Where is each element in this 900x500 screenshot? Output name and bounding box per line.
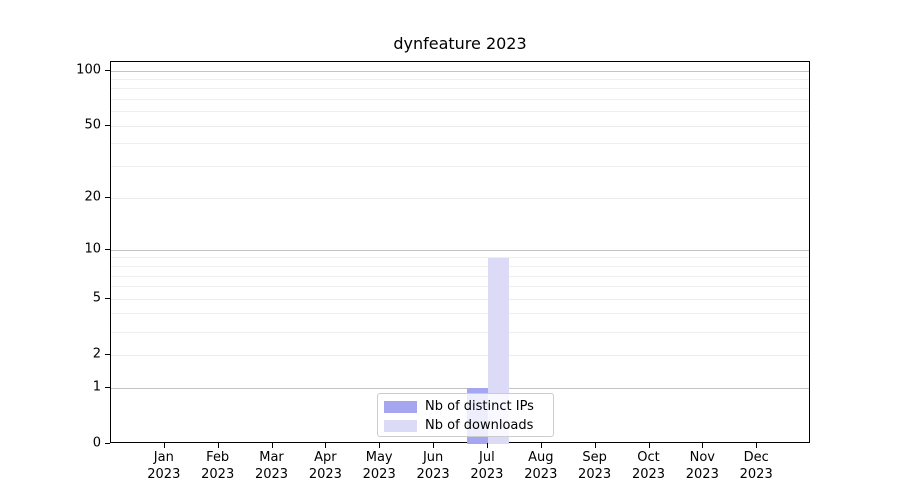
y-tick-label-50: 50 bbox=[84, 117, 101, 133]
y-tick-mark bbox=[105, 248, 110, 250]
gridline-y-8 bbox=[111, 266, 809, 267]
gridline-y-6 bbox=[111, 286, 809, 288]
gridline-y-9 bbox=[111, 257, 809, 259]
x-tick-label-aug: Aug 2023 bbox=[524, 450, 558, 482]
x-tick-mark bbox=[271, 443, 273, 448]
gridline-y-5 bbox=[111, 298, 809, 300]
x-tick-mark bbox=[648, 443, 650, 448]
y-tick-label-0: 0 bbox=[92, 435, 101, 451]
x-tick-label-nov: Nov 2023 bbox=[685, 450, 719, 482]
gridline-y-3 bbox=[111, 331, 809, 333]
x-tick-mark bbox=[756, 443, 758, 448]
gridline-y-4 bbox=[111, 313, 809, 315]
legend: Nb of distinct IPs Nb of downloads bbox=[377, 393, 554, 437]
y-tick-label-20: 20 bbox=[84, 189, 101, 205]
x-tick-label-oct: Oct 2023 bbox=[631, 450, 666, 482]
gridline-y-70 bbox=[111, 99, 809, 101]
y-tick-mark bbox=[105, 124, 110, 126]
gridline-y-100 bbox=[111, 70, 809, 72]
y-tick-label-10: 10 bbox=[84, 241, 101, 257]
x-tick-mark bbox=[702, 443, 704, 448]
x-tick-label-jul: Jul 2023 bbox=[470, 450, 504, 482]
x-tick-label-jun: Jun 2023 bbox=[416, 450, 450, 482]
gridline-y-90 bbox=[111, 79, 809, 80]
legend-swatch-nb-of-downloads bbox=[384, 419, 417, 432]
x-tick-mark bbox=[163, 443, 165, 448]
chart-title: dynfeature 2023 bbox=[393, 34, 527, 53]
gridline-y-20 bbox=[111, 197, 809, 199]
x-tick-mark bbox=[540, 443, 542, 448]
gridline-y-60 bbox=[111, 111, 809, 113]
x-tick-mark bbox=[594, 443, 596, 448]
x-tick-mark bbox=[217, 443, 219, 448]
y-tick-label-5: 5 bbox=[92, 290, 101, 306]
y-tick-mark bbox=[105, 69, 110, 71]
legend-label: Nb of downloads bbox=[425, 418, 534, 433]
x-tick-label-mar: Mar 2023 bbox=[254, 450, 289, 482]
x-tick-label-feb: Feb 2023 bbox=[201, 450, 235, 482]
gridline-y-30 bbox=[111, 166, 809, 167]
gridline-y-10 bbox=[111, 249, 809, 251]
legend-swatch-nb-of-distinct-ips bbox=[384, 400, 417, 413]
y-tick-label-100: 100 bbox=[76, 62, 101, 78]
legend-item: Nb of distinct IPs bbox=[384, 397, 553, 416]
legend-item: Nb of downloads bbox=[384, 416, 553, 435]
plot-area bbox=[110, 61, 810, 444]
gridline-y-40 bbox=[111, 143, 809, 145]
gridline-y-50 bbox=[111, 125, 809, 127]
gridline-y-7 bbox=[111, 275, 809, 277]
y-tick-mark bbox=[105, 442, 110, 444]
legend-label: Nb of distinct IPs bbox=[425, 399, 534, 414]
x-tick-label-apr: Apr 2023 bbox=[308, 450, 342, 482]
y-tick-mark bbox=[105, 196, 110, 198]
gridline-y-80 bbox=[111, 88, 809, 90]
y-tick-mark bbox=[105, 353, 110, 355]
y-tick-mark bbox=[105, 386, 110, 388]
x-tick-label-dec: Dec 2023 bbox=[739, 450, 773, 482]
y-tick-label-2: 2 bbox=[92, 346, 101, 362]
x-tick-label-sep: Sep 2023 bbox=[578, 450, 612, 482]
x-tick-label-may: May 2023 bbox=[362, 450, 396, 482]
x-tick-mark bbox=[379, 443, 381, 448]
gridline-y-1 bbox=[111, 387, 809, 389]
x-tick-mark bbox=[325, 443, 327, 448]
y-tick-mark bbox=[105, 297, 110, 299]
x-tick-mark bbox=[486, 443, 488, 448]
x-tick-mark bbox=[433, 443, 435, 448]
gridline-y-2 bbox=[111, 354, 809, 356]
x-tick-label-jan: Jan 2023 bbox=[147, 450, 181, 482]
y-tick-label-1: 1 bbox=[92, 379, 101, 395]
